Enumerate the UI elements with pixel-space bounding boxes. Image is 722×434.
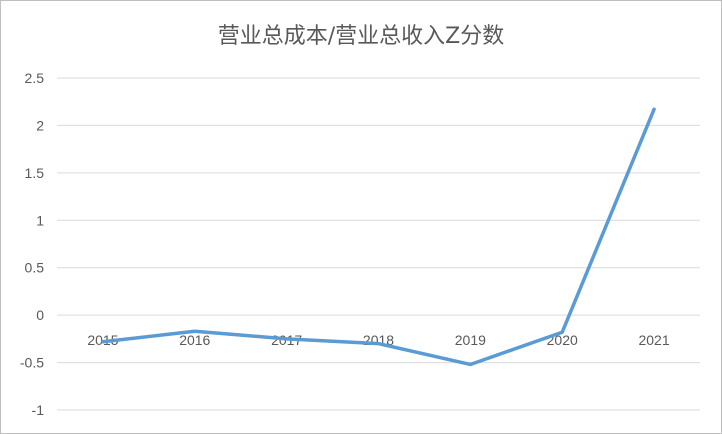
y-tick-label: 0.5 <box>25 260 45 276</box>
data-point <box>652 107 656 111</box>
y-tick-label: 1.5 <box>25 165 45 181</box>
y-tick-label: -0.5 <box>20 355 44 371</box>
y-tick-label: 0 <box>36 307 44 323</box>
data-point <box>377 342 380 346</box>
y-tick-label: 2.5 <box>25 70 45 86</box>
data-point <box>468 362 472 366</box>
gridlines <box>57 77 700 411</box>
series-line <box>101 107 656 367</box>
y-tick-label: 2 <box>36 117 44 133</box>
series-layer <box>101 107 656 367</box>
data-point <box>101 340 105 344</box>
data-point <box>560 330 564 334</box>
chart-title: 营业总成本/营业总收入Z分数 <box>217 24 505 49</box>
y-tick-label: 1 <box>36 212 44 228</box>
x-tick-label: 2019 <box>455 332 486 348</box>
y-tick-label: -1 <box>32 402 45 418</box>
y-axis-ticks: -1 -0.5 0 0.5 1 1.5 2 2.5 <box>20 70 44 418</box>
data-point <box>285 337 289 341</box>
x-tick-label: 2021 <box>638 332 669 348</box>
data-point <box>193 329 197 333</box>
x-tick-label: 2016 <box>179 332 210 348</box>
